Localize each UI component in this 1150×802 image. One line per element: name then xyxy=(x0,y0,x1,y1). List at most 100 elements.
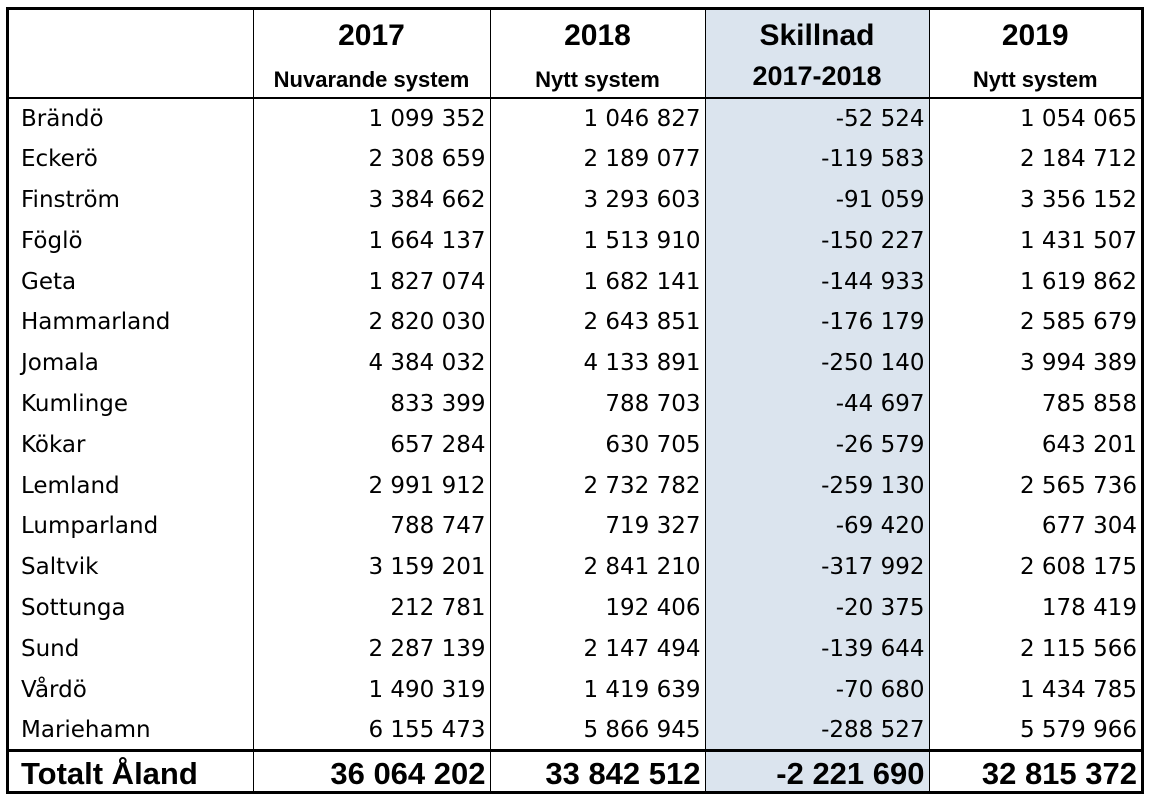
municipality-name: Sottunga xyxy=(21,594,126,621)
municipality-name: Kökar xyxy=(21,431,86,458)
municipality-name: Vårdö xyxy=(21,676,87,703)
value-difference: -259 130 xyxy=(704,465,929,506)
municipality-name: Brändö xyxy=(21,105,104,132)
header-difference: Skillnad 2017-2018 xyxy=(704,10,929,99)
municipality-name: Saltvik xyxy=(21,554,99,581)
data-table: 2017 Nuvarande system 2018 Nytt system S… xyxy=(9,10,1141,791)
header-2018-year: 2018 xyxy=(564,19,631,52)
table-row: Saltvik 3 159 201 2 841 210 -317 992 2 6… xyxy=(9,546,1141,588)
municipality-name: Sund xyxy=(21,635,80,662)
header-2017-year: 2017 xyxy=(338,19,405,52)
value-2019: 785 858 xyxy=(928,383,1141,425)
value-2018: 788 703 xyxy=(489,383,705,425)
value-2017: 2 287 139 xyxy=(252,628,490,670)
header-2019: 2019 Nytt system xyxy=(928,10,1141,99)
table-row: Mariehamn 6 155 473 5 866 945 -288 527 5… xyxy=(9,709,1141,751)
value-difference: -288 527 xyxy=(704,709,929,751)
table-row: Geta 1 827 074 1 682 141 -144 933 1 619 … xyxy=(9,261,1141,302)
header-difference-period: 2017-2018 xyxy=(752,61,882,91)
municipality-name: Finström xyxy=(21,186,120,213)
total-label: Totalt Åland xyxy=(9,749,253,791)
value-2017: 1 664 137 xyxy=(252,220,490,262)
header-difference-title: Skillnad xyxy=(759,19,875,52)
value-2018: 1 046 827 xyxy=(489,98,705,139)
value-2019: 5 579 966 xyxy=(928,709,1141,751)
value-2019: 2 585 679 xyxy=(928,301,1141,343)
header-2018: 2018 Nytt system xyxy=(489,10,705,99)
value-difference: -139 644 xyxy=(704,628,929,670)
value-2018: 5 866 945 xyxy=(489,709,705,751)
table-header-row: 2017 Nuvarande system 2018 Nytt system S… xyxy=(9,10,1141,99)
total-2017: 36 064 202 xyxy=(252,749,490,791)
table-row: Vårdö 1 490 319 1 419 639 -70 680 1 434 … xyxy=(9,669,1141,710)
value-difference: -176 179 xyxy=(704,301,929,343)
municipality-name: Mariehamn xyxy=(21,716,151,743)
value-2017: 6 155 473 xyxy=(252,709,490,751)
value-2017: 2 308 659 xyxy=(252,138,490,180)
value-2019: 3 356 152 xyxy=(928,179,1141,221)
table-row: Jomala 4 384 032 4 133 891 -250 140 3 99… xyxy=(9,342,1141,384)
value-2018: 2 643 851 xyxy=(489,301,705,343)
header-empty-cell xyxy=(9,10,253,99)
value-2017: 4 384 032 xyxy=(252,342,490,384)
municipality-name: Eckerö xyxy=(21,146,98,173)
table-row: Lumparland 788 747 719 327 -69 420 677 3… xyxy=(9,505,1141,547)
municipality-comparison-table: 2017 Nuvarande system 2018 Nytt system S… xyxy=(6,7,1144,794)
value-2019: 2 115 566 xyxy=(928,628,1141,670)
municipality-name: Geta xyxy=(21,268,77,295)
table-row: Eckerö 2 308 659 2 189 077 -119 583 2 18… xyxy=(9,138,1141,180)
table-row: Kökar 657 284 630 705 -26 579 643 201 xyxy=(9,424,1141,466)
value-2017: 2 991 912 xyxy=(252,465,490,506)
value-difference: -26 579 xyxy=(704,424,929,466)
value-2017: 2 820 030 xyxy=(252,301,490,343)
value-2019: 643 201 xyxy=(928,424,1141,466)
value-2019: 1 431 507 xyxy=(928,220,1141,262)
municipality-name: Föglö xyxy=(21,227,83,254)
value-difference: -91 059 xyxy=(704,179,929,221)
value-2018: 719 327 xyxy=(489,505,705,547)
table-row: Finström 3 384 662 3 293 603 -91 059 3 3… xyxy=(9,179,1141,221)
municipality-name: Lumparland xyxy=(21,513,159,540)
municipality-name: Jomala xyxy=(21,350,99,377)
value-2018: 2 189 077 xyxy=(489,138,705,180)
header-2017: 2017 Nuvarande system xyxy=(252,10,490,99)
value-difference: -250 140 xyxy=(704,342,929,384)
value-2018: 4 133 891 xyxy=(489,342,705,384)
value-difference: -44 697 xyxy=(704,383,929,425)
total-2018: 33 842 512 xyxy=(489,749,705,791)
value-2017: 1 099 352 xyxy=(252,98,490,139)
value-2017: 657 284 xyxy=(252,424,490,466)
value-2018: 1 682 141 xyxy=(489,261,705,302)
value-2019: 2 565 736 xyxy=(928,465,1141,506)
value-2018: 2 147 494 xyxy=(489,628,705,670)
value-2017: 3 159 201 xyxy=(252,546,490,588)
table-row: Föglö 1 664 137 1 513 910 -150 227 1 431… xyxy=(9,220,1141,262)
total-difference: -2 221 690 xyxy=(704,749,929,791)
table-row: Lemland 2 991 912 2 732 782 -259 130 2 5… xyxy=(9,465,1141,506)
value-2019: 2 184 712 xyxy=(928,138,1141,180)
value-2018: 1 513 910 xyxy=(489,220,705,262)
value-2019: 178 419 xyxy=(928,587,1141,629)
table-row: Kumlinge 833 399 788 703 -44 697 785 858 xyxy=(9,383,1141,425)
value-difference: -69 420 xyxy=(704,505,929,547)
value-2019: 3 994 389 xyxy=(928,342,1141,384)
value-2019: 677 304 xyxy=(928,505,1141,547)
table-row: Brändö 1 099 352 1 046 827 -52 524 1 054… xyxy=(9,98,1141,139)
value-2018: 1 419 639 xyxy=(489,669,705,710)
value-2017: 788 747 xyxy=(252,505,490,547)
table-row: Sottunga 212 781 192 406 -20 375 178 419 xyxy=(9,587,1141,629)
value-difference: -70 680 xyxy=(704,669,929,710)
value-2019: 1 619 862 xyxy=(928,261,1141,302)
value-2017: 3 384 662 xyxy=(252,179,490,221)
value-difference: -52 524 xyxy=(704,98,929,139)
municipality-name: Lemland xyxy=(21,472,120,499)
header-2018-subtitle: Nytt system xyxy=(535,67,660,92)
header-2019-subtitle: Nytt system xyxy=(972,67,1098,92)
value-2019: 2 608 175 xyxy=(928,546,1141,588)
value-2017: 1 490 319 xyxy=(252,669,490,710)
value-2017: 1 827 074 xyxy=(252,261,490,302)
value-difference: -119 583 xyxy=(704,138,929,180)
total-2019: 32 815 372 xyxy=(928,749,1141,791)
value-2018: 2 732 782 xyxy=(489,465,705,506)
value-difference: -20 375 xyxy=(704,587,929,629)
